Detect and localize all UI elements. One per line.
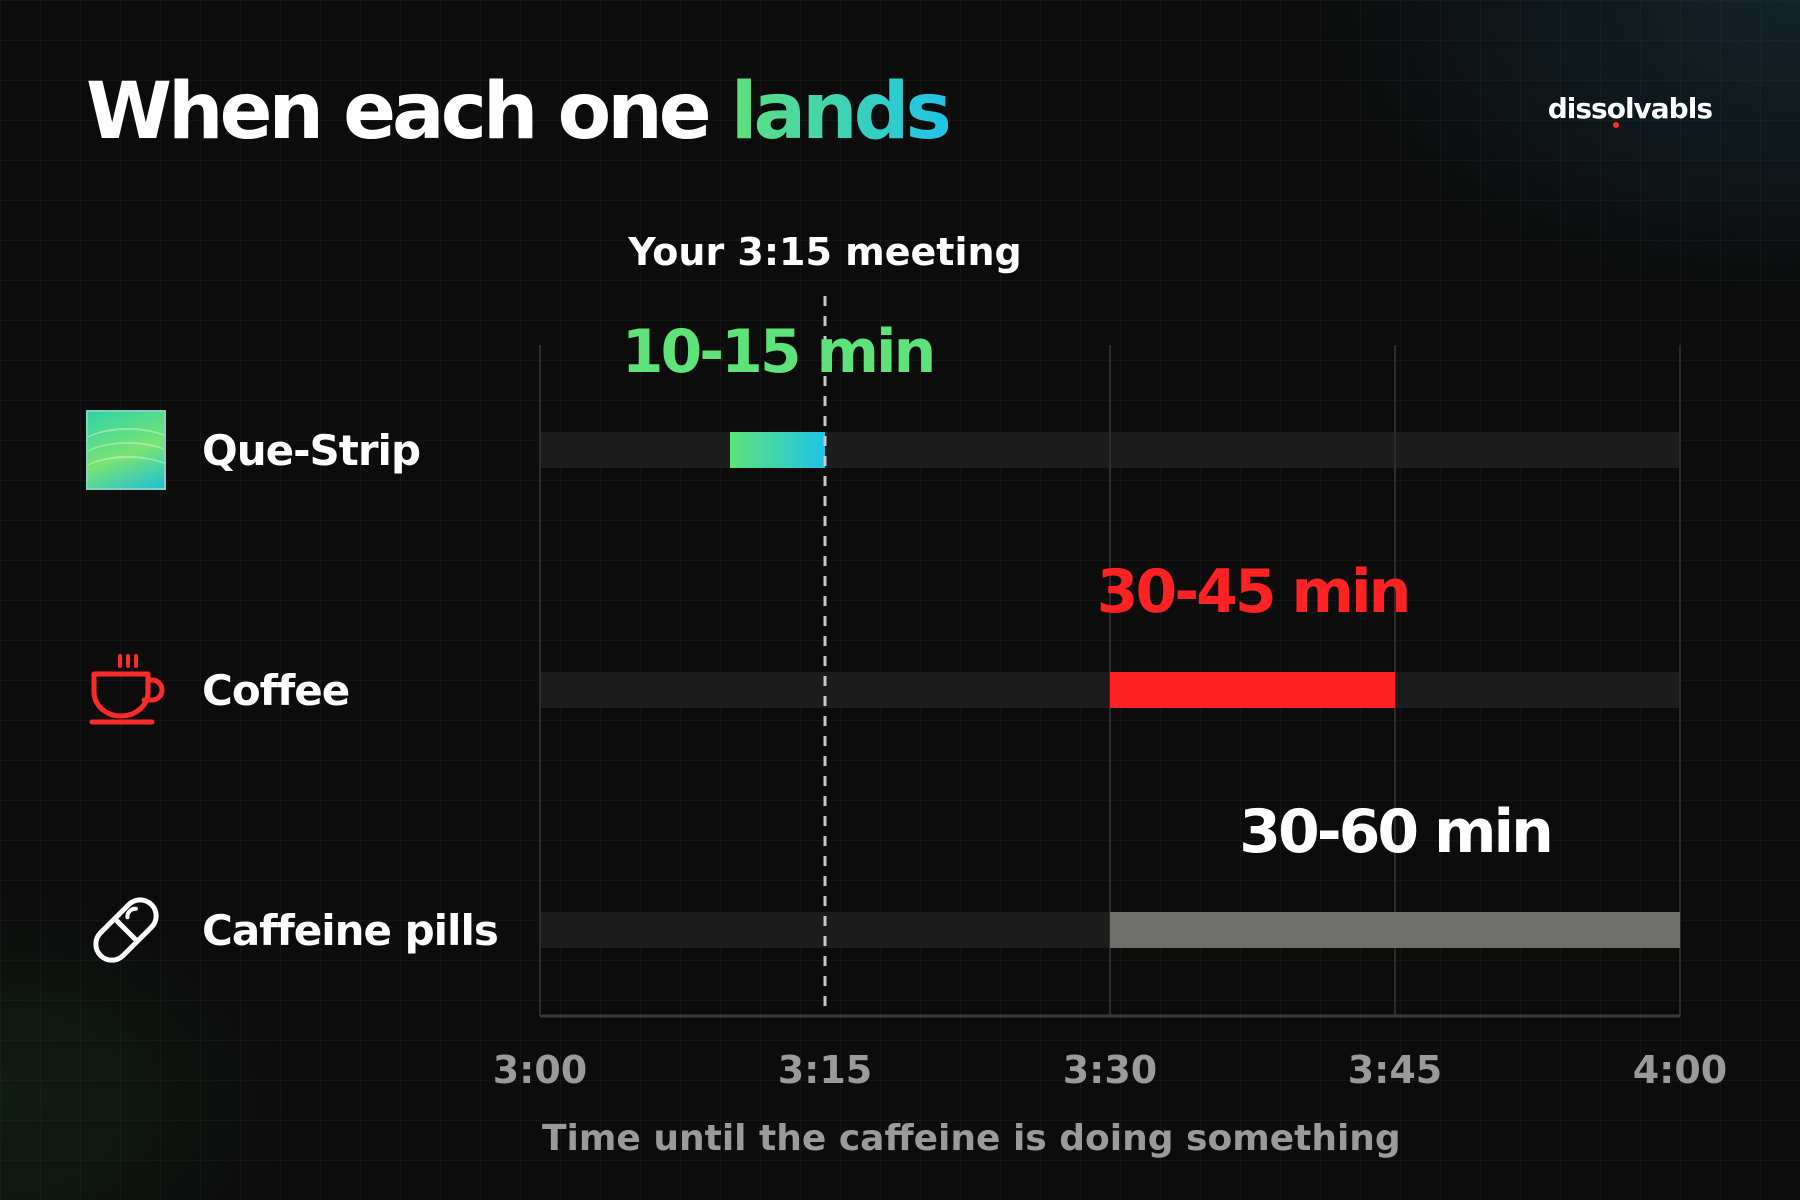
x-axis-title: Time until the caffeine is doing somethi… (542, 1118, 1401, 1159)
strip-swatch-icon (86, 408, 170, 492)
bar-caffeine-pills (1110, 912, 1680, 948)
x-tick-label: 4:00 (1633, 1048, 1728, 1092)
x-tick-label: 3:30 (1063, 1048, 1158, 1092)
data-label: 30-45 min (1097, 557, 1409, 627)
reference-line-label: Your 3:15 meeting (627, 230, 1022, 274)
row-name-coffee: Coffee (202, 665, 350, 715)
brand-text-end: lvabls (1624, 92, 1713, 125)
bar-coffee (1110, 672, 1395, 708)
brand-text-start: diss (1547, 92, 1608, 125)
row-label-coffee: Coffee (86, 648, 350, 732)
x-tick-label: 3:00 (493, 1048, 588, 1092)
title-main: When each one (86, 67, 731, 157)
row-label-caffeine-pills: Caffeine pills (86, 888, 499, 972)
pill-icon (86, 888, 170, 972)
x-tick-label: 3:45 (1348, 1048, 1443, 1092)
x-tick-label: 3:15 (778, 1048, 873, 1092)
brand-dot (1612, 122, 1619, 128)
brand-letter-o: o (1607, 92, 1626, 128)
title-accent: lands (730, 67, 952, 157)
coffee-cup-icon (86, 648, 170, 732)
bar-que-strip (730, 432, 825, 468)
page-title: When each one lands (86, 62, 952, 162)
row-label-que-strip: Que-Strip (86, 408, 421, 492)
row-name-que-strip: Que-Strip (202, 425, 421, 475)
data-label: 30-60 min (1239, 797, 1551, 867)
data-label: 10-15 min (622, 317, 934, 387)
brand-logo: disso lvabls (1547, 92, 1713, 128)
row-name-caffeine-pills: Caffeine pills (202, 905, 499, 955)
